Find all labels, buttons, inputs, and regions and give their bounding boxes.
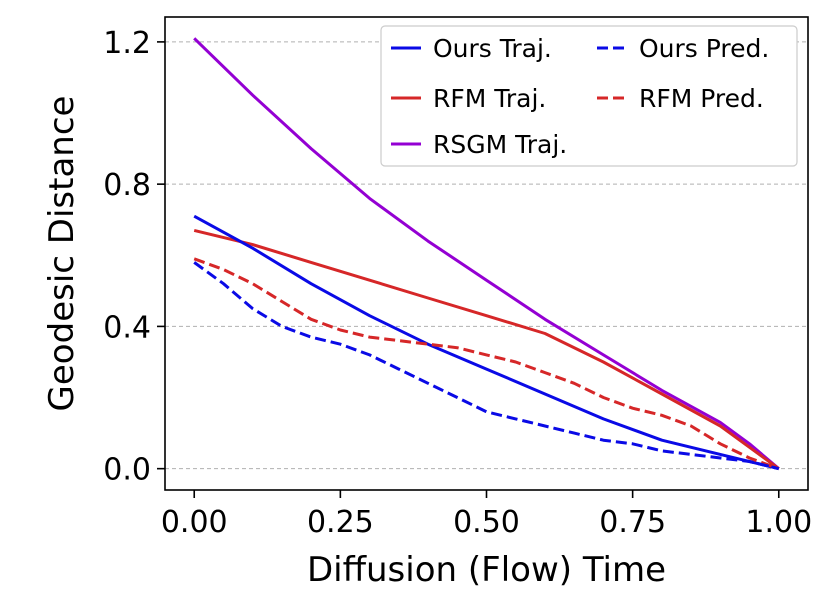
legend-label-rfm-traj: RFM Traj. bbox=[433, 84, 546, 113]
x-tick-label-1: 0.25 bbox=[307, 505, 374, 540]
y-tick-label-0: 0.0 bbox=[103, 453, 151, 488]
legend-label-rsgm-traj: RSGM Traj. bbox=[433, 130, 567, 159]
y-tick-label-3: 1.2 bbox=[103, 26, 151, 61]
legend: Ours Traj. RFM Traj. RSGM Traj. Ours Pred. R… bbox=[380, 25, 798, 167]
series-line-ours-traj bbox=[193, 214, 780, 471]
y-tick-label-1: 0.4 bbox=[103, 310, 151, 345]
x-axis-title: Diffusion (Flow) Time bbox=[307, 550, 666, 590]
series-line-rsgm-traj bbox=[193, 37, 780, 470]
series-line-rfm-pred bbox=[193, 257, 780, 471]
y-axis-title: Geodesic Distance bbox=[42, 96, 82, 412]
axis-ticks: 0.00 0.25 0.50 0.75 1.00 0.0 0.4 0.8 1.2 bbox=[103, 26, 812, 540]
series-line-ours-pred bbox=[193, 261, 780, 471]
x-tick-label-3: 0.75 bbox=[599, 505, 666, 540]
x-tick-label-2: 0.50 bbox=[453, 505, 520, 540]
legend-label-ours-traj: Ours Traj. bbox=[433, 34, 552, 63]
legend-label-rfm-pred: RFM Pred. bbox=[639, 84, 764, 113]
x-tick-label-4: 1.00 bbox=[745, 505, 812, 540]
x-tick-label-0: 0.00 bbox=[161, 505, 228, 540]
y-tick-label-2: 0.8 bbox=[103, 168, 151, 203]
legend-box bbox=[380, 25, 798, 167]
legend-label-ours-pred: Ours Pred. bbox=[639, 34, 769, 63]
series-line-rfm-traj bbox=[193, 228, 780, 470]
series-lines bbox=[193, 37, 780, 471]
